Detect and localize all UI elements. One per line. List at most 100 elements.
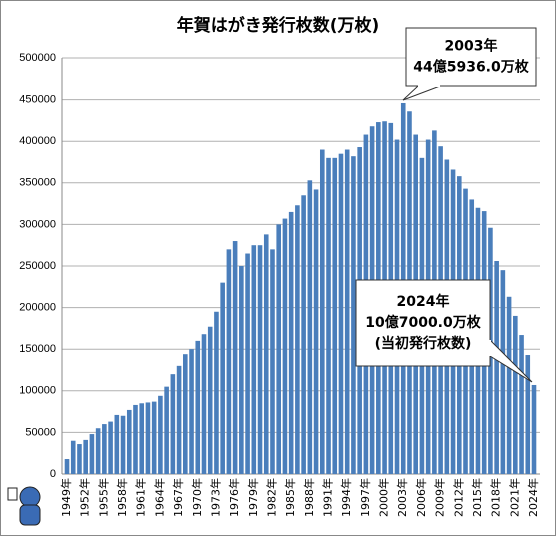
callout-pointer [402,85,441,101]
bar [120,415,126,474]
x-tick-label: 1967年 [171,478,185,517]
bar [214,311,219,474]
y-tick-label: 50000 [25,426,56,438]
bar [513,315,518,474]
bar [319,149,325,474]
bar [232,241,238,474]
bar [525,355,531,474]
bar [201,334,207,474]
bar [263,234,269,474]
bar [338,153,344,474]
callout-box [405,27,537,87]
bar [189,349,194,474]
bar [89,434,95,474]
bar [139,403,145,474]
bar [313,189,319,474]
bar [226,249,232,474]
bar [344,149,350,474]
y-tick-label: 400000 [19,135,56,147]
bar [83,439,88,474]
x-tick-label: 2024年 [526,478,540,517]
bar [64,459,70,474]
annotation: 44億5936.0万枚 [413,59,530,76]
x-tick-label: 1991年 [321,478,335,517]
bar [351,156,356,474]
bar [531,384,537,474]
bar [332,157,338,474]
bar [158,395,163,474]
x-tick-label: 1985年 [283,478,297,517]
bar [326,157,331,474]
x-tick-label: 1970年 [190,478,204,517]
bar [251,245,257,474]
x-tick-label: 1994年 [339,478,353,517]
bar [519,335,524,474]
callout-pointer [489,339,533,383]
y-tick-label: 200000 [19,302,56,314]
bar [133,404,138,474]
bar [506,296,512,474]
y-tick-label: 350000 [19,177,56,189]
callout: 2003年 44億5936.0万枚 [402,27,537,101]
x-tick-label: 2009年 [433,478,447,517]
y-tick-label: 0 [50,468,56,480]
bar [183,354,188,474]
x-tick-label: 1997年 [358,478,372,517]
y-tick-label: 100000 [19,385,56,397]
annotation: (当初発行枚数) [375,335,472,352]
bar [257,245,263,474]
x-tick-label: 1961年 [134,478,148,517]
bar [102,424,107,474]
x-tick-label: 2006年 [414,478,428,517]
y-tick-label: 300000 [19,218,56,230]
y-tick-label: 250000 [19,260,56,272]
x-tick-label: 2003年 [395,478,409,517]
y-tick-label: 450000 [19,94,56,106]
annotation: 2024年 [397,293,450,310]
bar [282,218,288,474]
x-tick-label: 2000年 [377,478,391,517]
bar [195,340,201,474]
x-tick-label: 2021年 [507,478,521,517]
bar [77,444,82,474]
x-tick-label: 1976年 [227,478,241,517]
bar [151,401,157,474]
x-tick-label: 1973年 [208,478,222,517]
annotation: 10億7000.0万枚 [365,314,482,331]
bar [70,440,76,474]
bar [176,365,182,474]
x-tick-label: 1949年 [59,478,73,517]
bar [307,180,313,474]
bar [220,282,225,474]
bar [301,195,306,474]
bar [494,261,499,474]
x-tick-label: 1979年 [246,478,260,517]
bar [126,409,132,474]
bar [500,270,506,474]
x-tick-label: 2012年 [451,478,465,517]
bar [108,421,113,474]
bar [276,224,282,474]
bar [114,414,120,474]
bar [95,428,101,474]
bar [170,374,176,474]
x-tick-label: 1988年 [302,478,316,517]
chart-title: 年賀はがき発行枚数(万枚) [177,15,380,36]
bar [164,386,169,474]
x-tick-label: 2015年 [470,478,484,517]
callout: 2024年 10億7000.0万枚 (当初発行枚数) [355,279,533,383]
bar [245,253,250,474]
x-tick-label: 1958年 [115,478,129,517]
bar [207,326,213,474]
x-tick-label: 2018年 [489,478,503,517]
annotation: 2003年 [445,38,498,55]
bar [270,249,275,474]
mascot [7,486,41,526]
y-tick-label: 500000 [19,52,56,64]
x-tick-label: 1964年 [152,478,166,517]
bar [288,211,294,475]
callout-box [355,279,491,367]
x-tick-label: 1955年 [96,478,110,517]
x-tick-label: 1952年 [78,478,92,517]
